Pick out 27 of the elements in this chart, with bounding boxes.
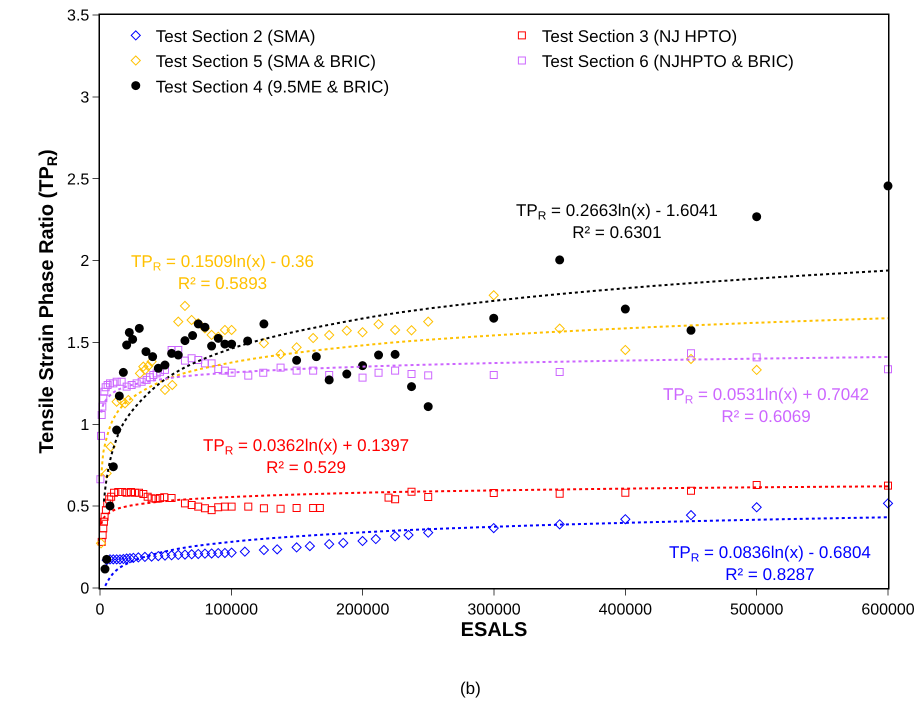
text: (b) [460,679,481,698]
annotation: TP$_{R}$ = 0.1509ln(x) - 0.36 R² = 0.5893 [131,252,314,294]
y-tick-label: 1 [80,416,90,434]
annotation: TP$_{R}$ = 0.2663ln(x) - 1.6041 R² = 0.6301 [516,201,718,242]
annotation: TP$_{R}$ = 0.0836ln(x) - 0.6804 R² = 0.8287 [669,543,871,584]
annotation: TP$_{R}$ = 0.0531ln(x) + 0.7042 R² = 0.6069 [663,385,870,426]
y-tick-label: 0.5 [67,498,90,516]
y-tick-label: 0 [80,580,90,598]
y-tick-label: 3 [80,89,90,106]
x-tick-label: 500000 [730,602,784,619]
x-tick-label: 200000 [336,602,390,619]
legend-label: Test Section 5 (SMA & BRIC) [156,52,376,72]
legend-label: Test Section 4 (9.5ME & BRIC) [156,77,390,96]
x-tick-label: 600000 [861,602,915,619]
x-tick-label: 0 [96,602,105,619]
legend-label: Test Section 6 (NJHPTO & BRIC) [542,52,794,72]
y-tick-label: 1.5 [67,335,90,352]
annotation: TP$_{R}$ = 0.0362ln(x) + 0.1397 R² = 0.529 [203,436,410,478]
x-axis-title: ESALS [460,618,528,641]
x-tick-label: 100000 [204,602,258,619]
legend-label: Test Section 2 (SMA) [156,27,316,46]
y-tick-label: 3.5 [67,8,90,25]
y-tick-label: 2.5 [67,171,90,188]
x-tick-label: 400000 [598,602,652,619]
y-tick-label: 2 [80,253,90,270]
x-tick-label: 300000 [467,602,521,619]
legend-label: Test Section 3 (NJ HPTO) [542,27,738,46]
